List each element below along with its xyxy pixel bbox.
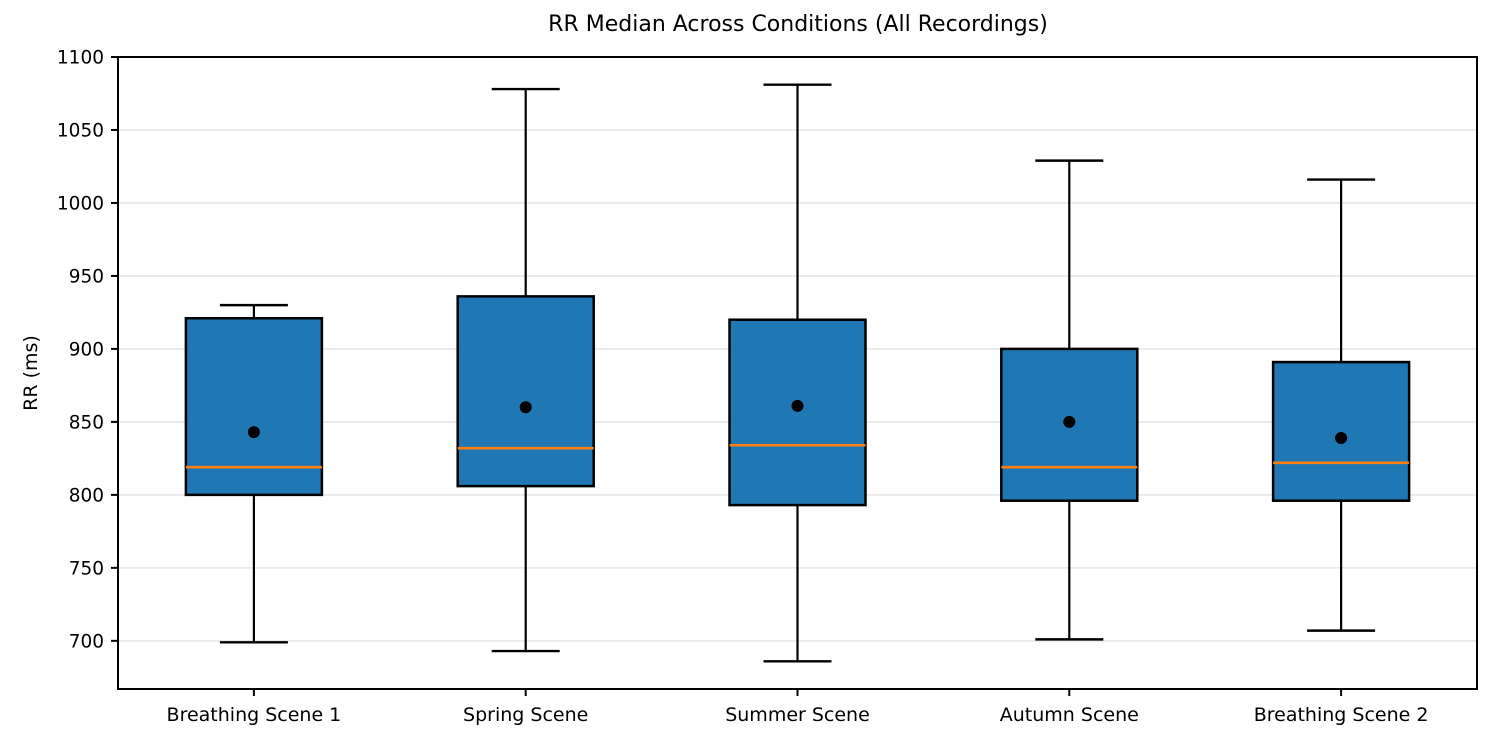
y-tick-label: 800	[69, 485, 104, 506]
x-tick-label: Summer Scene	[725, 704, 870, 726]
mean-marker	[791, 399, 804, 412]
y-tick-label: 950	[69, 266, 104, 287]
box-group	[1000, 159, 1139, 641]
box-group	[184, 303, 324, 644]
y-tick-label: 900	[69, 339, 104, 360]
y-tick-label: 1100	[57, 48, 104, 69]
x-tick-label: Breathing Scene 2	[1254, 704, 1429, 726]
y-tick-label: 750	[69, 558, 104, 579]
x-tick-label: Autumn Scene	[1000, 704, 1139, 726]
mean-marker	[1063, 415, 1076, 428]
plot-frame	[117, 56, 1478, 690]
iqr-box	[184, 317, 324, 497]
chart-title: RR Median Across Conditions (All Recordi…	[548, 12, 1048, 37]
box-group	[728, 83, 867, 663]
mean-marker	[1335, 431, 1348, 444]
iqr-box	[456, 295, 595, 488]
box-group	[1271, 178, 1411, 632]
y-tick-label: 850	[69, 412, 104, 433]
mean-marker	[247, 426, 260, 439]
x-tick-label: Spring Scene	[463, 704, 588, 726]
y-tick-label: 1050	[57, 120, 104, 141]
y-tick-label: 700	[69, 631, 104, 652]
box-group	[456, 87, 595, 653]
iqr-box	[1271, 360, 1411, 502]
mean-marker	[519, 401, 532, 414]
y-tick-label: 1000	[57, 193, 104, 214]
x-tick-label: Breathing Scene 1	[167, 704, 342, 726]
iqr-box	[728, 318, 867, 507]
